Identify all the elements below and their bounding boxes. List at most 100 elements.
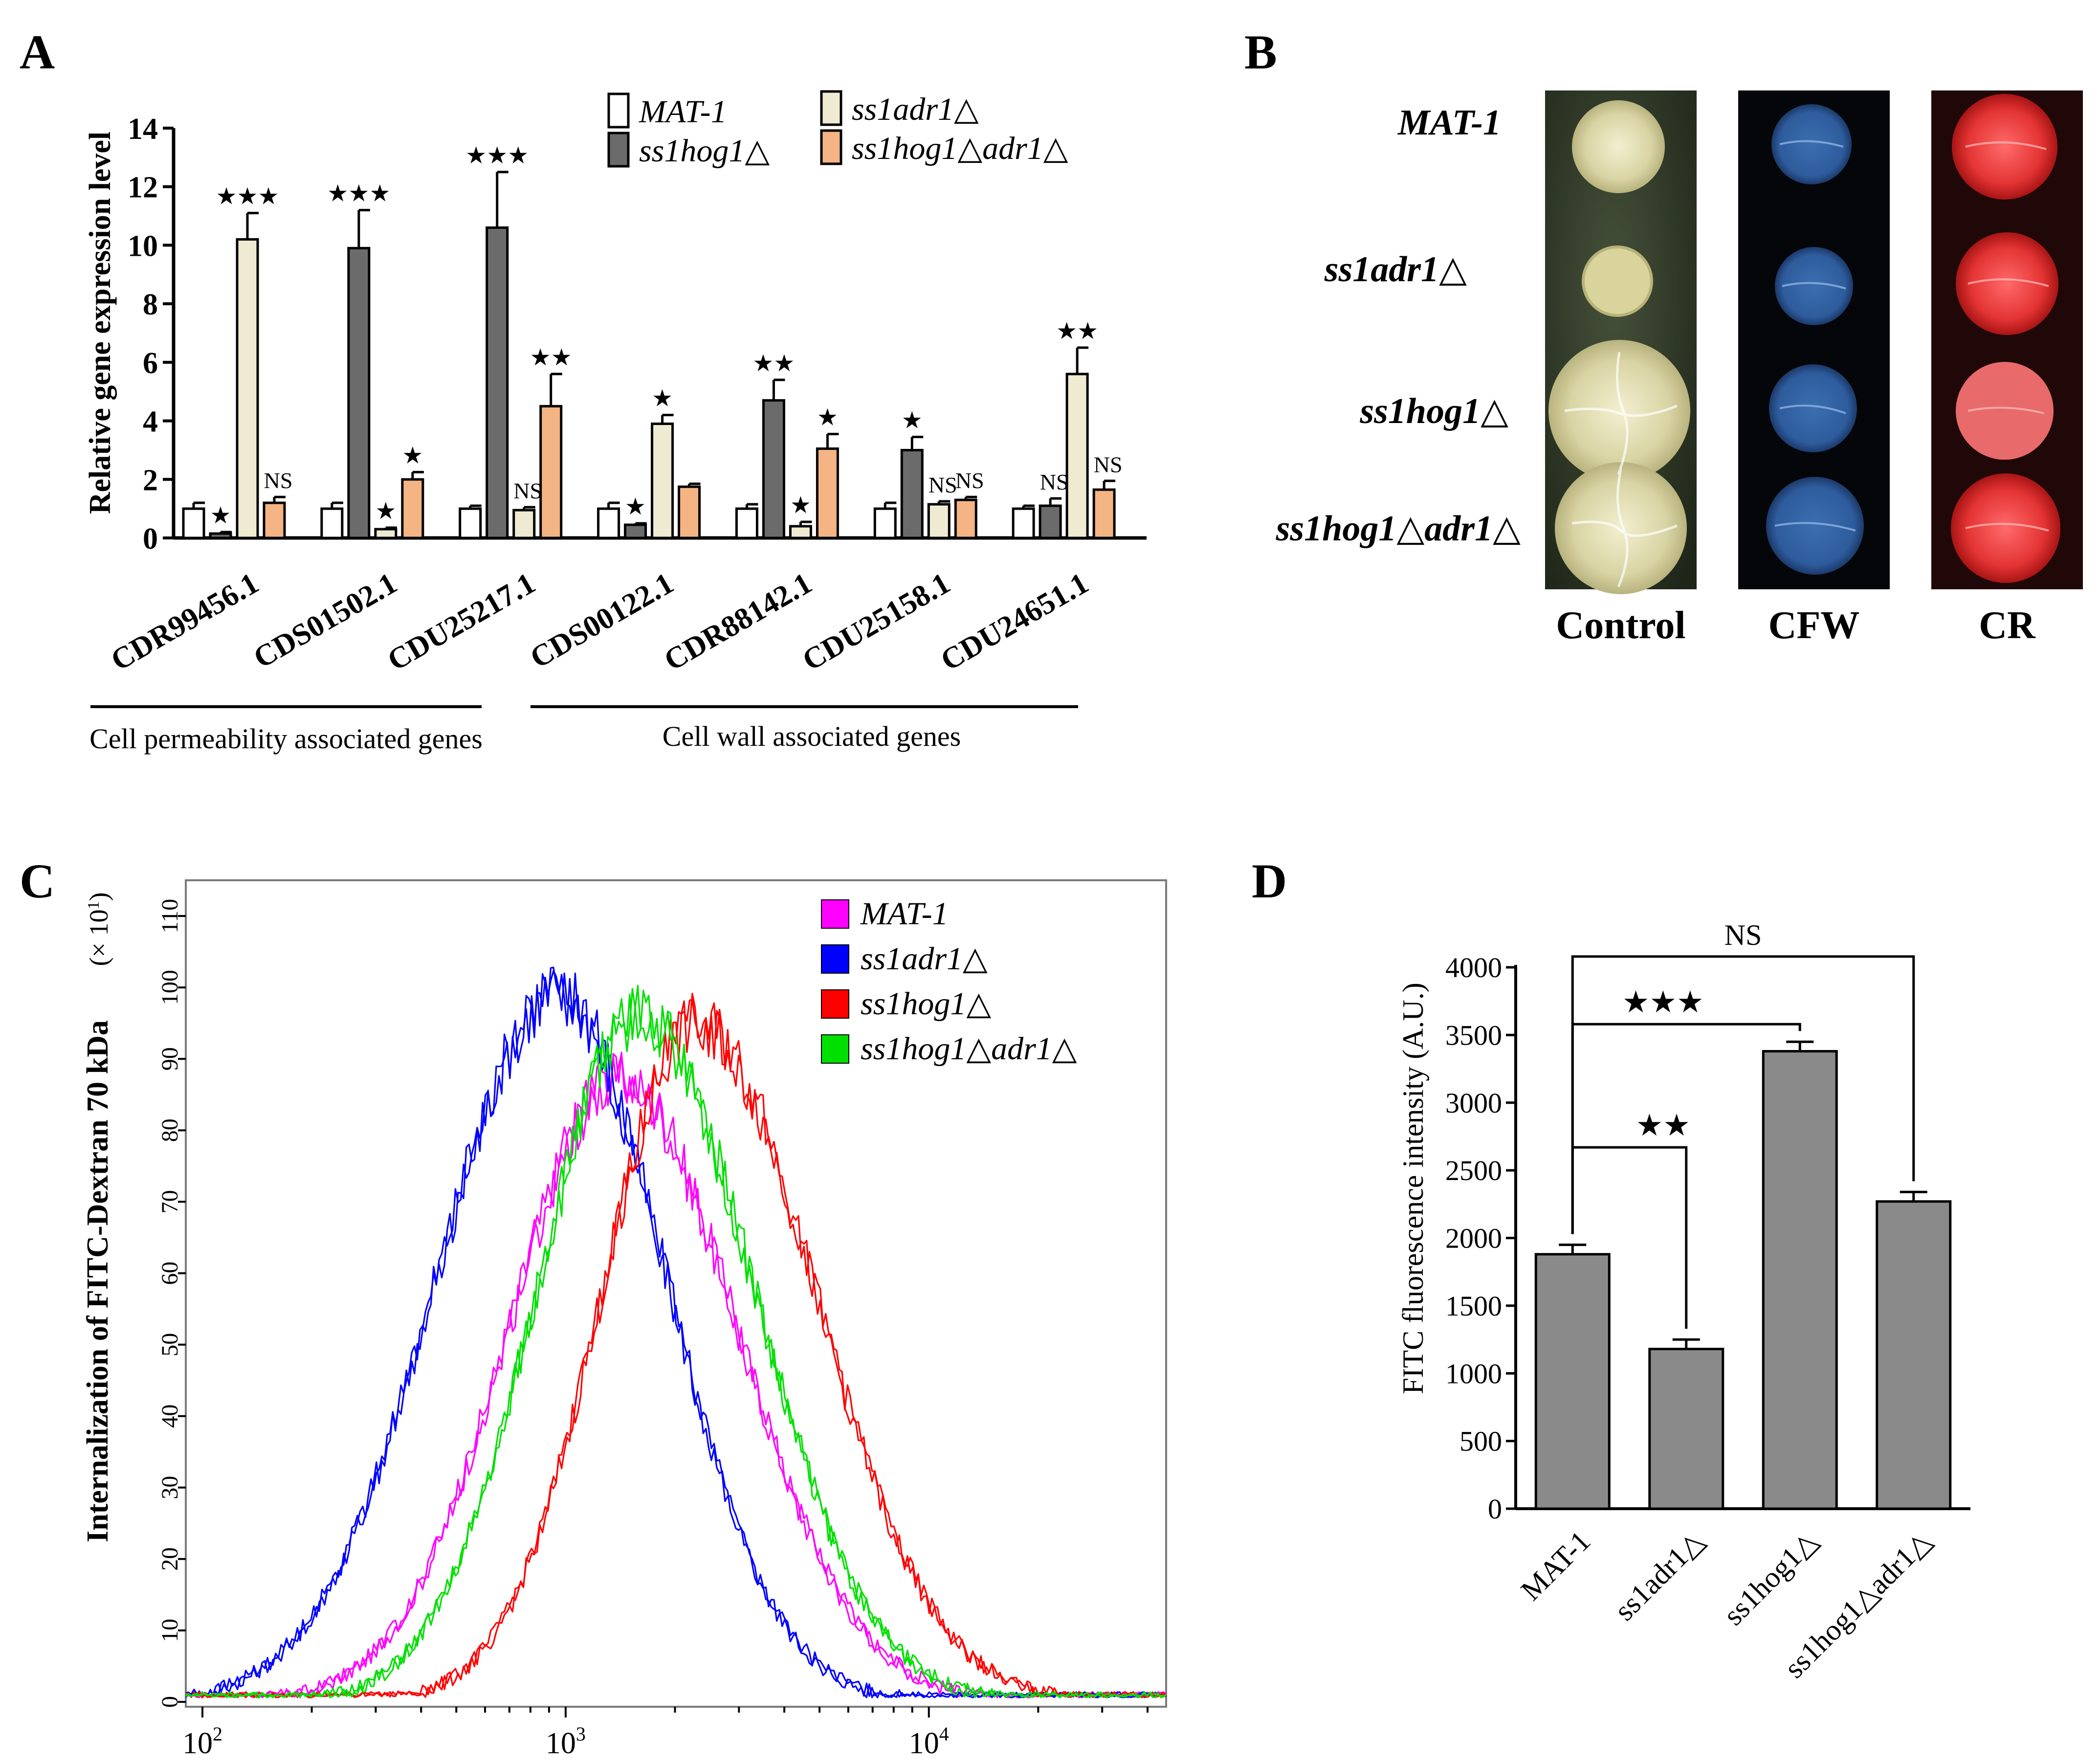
panel-a-category-label: CDU25158.1 xyxy=(797,566,956,677)
panel-a-legend-label: ss1hog1△adr1△ xyxy=(852,131,1068,166)
panel-c-legend-label: MAT-1 xyxy=(860,896,949,932)
panel-c-ytick-label: 40 xyxy=(157,1405,183,1428)
panel-a-category-label: CDS00122.1 xyxy=(525,566,679,675)
panel-d-ylabel: FITC fluorescence intensity (A.U.) xyxy=(1397,982,1429,1394)
panel-b-letter: B xyxy=(1244,25,1277,79)
panel-a-category-label: CDR99456.1 xyxy=(106,566,265,677)
panel-d-category-label: MAT-1 xyxy=(1515,1525,1597,1607)
panel-a-ytick-label: 8 xyxy=(143,288,158,321)
panel-a-bar xyxy=(459,507,482,539)
panel-a-group-label: Cell permeability associated genes xyxy=(89,723,483,755)
panel-c-ytick-label: 30 xyxy=(157,1476,183,1499)
panel-a-category-label: CDU25217.1 xyxy=(382,566,541,677)
panel-c-legend-label: ss1hog1△ xyxy=(861,986,991,1022)
colony-cr-ss1adr1 xyxy=(1956,232,2058,335)
panel-a-significance: ★ xyxy=(625,494,646,520)
panel-a-bar xyxy=(263,501,286,539)
panel-a-significance: ★★★ xyxy=(327,181,390,207)
panel-d-bars xyxy=(1534,1040,1952,1510)
panel-c-ytick-label: 70 xyxy=(157,1190,183,1213)
panel-c-xtick-label: 103 xyxy=(546,1723,586,1760)
panel-d-ytick-label: 1500 xyxy=(1445,1290,1502,1322)
colony-control-mat1 xyxy=(1572,100,1665,193)
panel-a-bar xyxy=(789,525,812,539)
panel-a-ytick-label: 0 xyxy=(143,522,158,556)
panel-a-legend-label: MAT-1 xyxy=(639,94,727,130)
panel-c-axes: 0 10 20 30 40 50 60 70 80 90 100 110 102 103 104 xyxy=(157,879,1167,1760)
panel-a-significance: ★ xyxy=(790,492,811,518)
colony-control-ss1adr1 xyxy=(1582,245,1653,317)
panel-a-significance: ★★★ xyxy=(216,184,279,210)
panel-a-bar xyxy=(512,509,536,539)
colony-cfw-double xyxy=(1766,477,1864,575)
panel-a-ytick-label: 14 xyxy=(128,112,158,146)
panel-d-category-labels: MAT-1 ss1adr1△ ss1hog1△ss1hog1△adr1△ xyxy=(1515,1525,1938,1684)
panel-a-significance: ★ xyxy=(817,405,838,431)
panel-c-ylabel: Internalization of FITC-Dextran 70 kDa xyxy=(81,1020,114,1542)
panel-a-letter: A xyxy=(20,25,55,79)
panel-a-bar xyxy=(320,507,344,539)
colony-control-double xyxy=(1555,462,1687,594)
panel-c-histogram-line xyxy=(185,966,1167,1698)
panel-a-bar xyxy=(624,523,647,539)
panel-c-yunit: (× 101) xyxy=(84,893,113,966)
panel-c-histogram-line xyxy=(185,984,1167,1698)
panel-a-significance: ★ xyxy=(210,503,231,529)
panel-a-bar xyxy=(651,423,674,539)
panel-a-bar xyxy=(1039,504,1062,539)
panel-d-ytick-label: 2500 xyxy=(1445,1155,1502,1186)
panel-d: D FITC fluorescence intensity (A.U.) 0 50… xyxy=(1252,854,1970,1684)
panel-a-bar xyxy=(539,405,563,539)
panel-a-significance: ★ xyxy=(652,386,673,412)
panel-b-cr-plate xyxy=(1931,90,2083,589)
panel-b-control-plate xyxy=(1545,90,1697,594)
panel-a-bar xyxy=(1065,373,1089,539)
colony-control-ss1hog1 xyxy=(1548,340,1690,482)
panel-c-ytick-label: 10 xyxy=(157,1619,183,1642)
panel-a-significance: ★★ xyxy=(530,345,572,371)
panel-d-significance: ★★★★★NS xyxy=(1571,919,1915,1329)
panel-a-ytick-label: 4 xyxy=(143,405,158,439)
panel-a-bar xyxy=(678,485,701,539)
panel-a-bar xyxy=(486,226,509,539)
panel-a-significance: ★★★ xyxy=(465,143,529,169)
panel-d-axes: 0 500 1000 1500 2000 2500 3000 3500 4000 xyxy=(1445,952,1970,1525)
panel-a-category-label: CDS01502.1 xyxy=(248,566,402,675)
panel-d-significance-label: NS xyxy=(1724,919,1762,951)
colony-cr-ss1hog1 xyxy=(1956,362,2054,460)
panel-a-significance: ★ xyxy=(375,498,396,524)
panel-c-legend: MAT-1 ss1adr1△ ss1hog1△ ss1hog1△adr1△ xyxy=(821,896,1077,1067)
panel-a-significance: NS xyxy=(513,478,542,503)
panel-c-ytick-label: 20 xyxy=(157,1547,183,1571)
panel-d-significance-label: ★★ xyxy=(1636,1109,1690,1142)
panel-a-bar xyxy=(954,498,977,539)
panel-a-bar xyxy=(236,238,259,539)
colony-cr-double xyxy=(1951,473,2060,583)
colony-cfw-ss1adr1 xyxy=(1775,247,1853,325)
panel-a-category-labels: CDR99456.1CDS01502.1CDU25217.1CDS00122.1… xyxy=(106,566,1094,677)
panel-a-ytick-label: 12 xyxy=(128,171,158,204)
panel-a-bar xyxy=(873,507,897,539)
panel-a-significance: NS xyxy=(928,472,957,497)
panel-d-bar xyxy=(1876,1200,1952,1510)
panel-d-ytick-label: 500 xyxy=(1459,1426,1502,1457)
panel-a-bar xyxy=(1092,488,1116,539)
panel-c: C Internalization of FITC-Dextran 70 kDa… xyxy=(20,854,1167,1760)
panel-a-bar xyxy=(597,507,620,539)
panel-a: A Relative gene expression level 0 2 4 6 8 10… xyxy=(20,25,1147,755)
panel-a-bar xyxy=(182,507,205,539)
panel-c-xtick-label: 102 xyxy=(182,1723,222,1760)
panel-c-ytick-label: 110 xyxy=(157,899,183,933)
panel-c-ytick-label: 100 xyxy=(157,970,183,1005)
panel-b-strain-ss1adr1: ss1adr1△ xyxy=(1324,249,1467,290)
panel-a-gene-groups: Cell permeability associated genes Cell w… xyxy=(89,705,1078,755)
panel-c-histogram-line xyxy=(185,1053,1167,1698)
panel-d-ytick-label: 0 xyxy=(1488,1493,1502,1525)
panel-a-legend-label: ss1adr1△ xyxy=(852,91,979,127)
panel-a-group-label: Cell wall associated genes xyxy=(663,720,961,752)
panel-a-ytick-label: 6 xyxy=(143,347,158,380)
panel-d-ytick-label: 3500 xyxy=(1445,1019,1502,1051)
panel-a-legend-label: ss1hog1△ xyxy=(639,133,770,169)
